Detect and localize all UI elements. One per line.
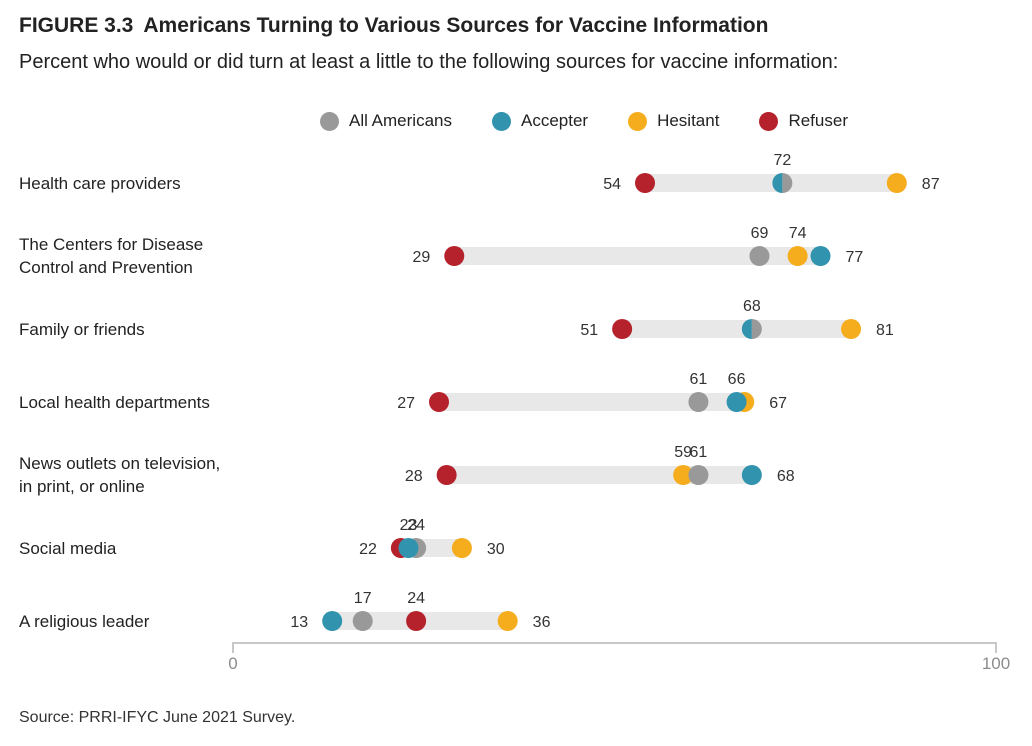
data-label: 74 [789, 225, 807, 242]
dot-refuser [406, 611, 427, 631]
data-label: 13 [290, 614, 308, 631]
dot-all-americans [352, 611, 373, 631]
data-label: 22 [359, 541, 377, 558]
category-label: A religious leader [19, 611, 150, 631]
figure-title: Americans Turning to Various Sources for… [143, 14, 769, 37]
legend-item-accepter: Accepter [491, 111, 589, 131]
data-label: 54 [603, 176, 621, 193]
data-label: 68 [743, 298, 761, 315]
dot-accepter [810, 246, 831, 266]
data-label: 29 [412, 249, 430, 266]
legend-item-refuser: Refuser [759, 111, 848, 131]
chart-title: FIGURE 3.3 Americans Turning to Various S… [19, 14, 768, 38]
legend: All Americans Accepter Hesitant Refuser [320, 109, 848, 133]
legend-marker [628, 111, 648, 131]
dot-refuser [612, 319, 633, 339]
data-label: 36 [533, 614, 551, 631]
data-label: 23 [400, 517, 418, 534]
data-label: 77 [846, 249, 864, 266]
data-label: 72 [773, 152, 791, 169]
dot-all-americans [749, 246, 770, 266]
data-label: 61 [690, 371, 708, 388]
dot-hesitant [673, 465, 694, 485]
dot-refuser [436, 465, 457, 485]
legend-label: All Americans [349, 111, 452, 130]
dot-hesitant [497, 611, 518, 631]
dot-refuser [444, 246, 465, 266]
dot-all-americans [782, 173, 793, 193]
data-label: 66 [728, 371, 746, 388]
dot-accepter [726, 392, 747, 412]
category-label: Social media [19, 538, 117, 558]
data-label: 59 [674, 444, 692, 461]
chart-subtitle: Percent who would or did turn at least a… [19, 51, 839, 73]
dot-hesitant [787, 246, 808, 266]
category-label: Local health departments [19, 392, 210, 412]
category-label: Family or friends [19, 319, 145, 339]
data-label: 30 [487, 541, 505, 558]
data-label: 61 [690, 444, 708, 461]
category-label: Health care providers [19, 173, 181, 193]
category-label: The Centers for Disease Control and Prev… [19, 235, 204, 277]
dot-all-americans [751, 319, 762, 339]
dot-refuser [429, 392, 450, 412]
legend-marker [320, 111, 339, 131]
legend-label: Accepter [520, 111, 589, 130]
dot-accepter [741, 319, 752, 339]
data-label: 28 [405, 468, 423, 485]
legend-item-hesitant: Hesitant [628, 111, 719, 131]
legend-marker [491, 111, 511, 131]
data-label: 67 [769, 395, 787, 412]
data-label: 81 [876, 322, 894, 339]
dot-hesitant [841, 319, 862, 339]
dot-hesitant [451, 538, 472, 558]
legend-label: Refuser [788, 111, 848, 130]
dot-refuser [635, 173, 656, 193]
dot-all-americans [688, 465, 709, 485]
dot-accepter [322, 611, 343, 631]
data-label: 51 [580, 322, 598, 339]
data-label: 69 [751, 225, 769, 242]
legend-label: Hesitant [657, 111, 720, 130]
data-label: 24 [407, 590, 425, 607]
category-label: News outlets on television, in print, or… [19, 454, 221, 496]
x-tick-label: 100 [982, 654, 1010, 673]
data-label: 17 [354, 590, 372, 607]
dot-accepter [398, 538, 419, 558]
data-label: 24 [407, 517, 425, 534]
dot-all-americans [688, 392, 709, 412]
source-note: Source: PRRI-IFYC June 2021 Survey. [19, 709, 296, 726]
data-label: 68 [777, 468, 795, 485]
legend-marker [759, 111, 779, 131]
legend-item-all-americans: All Americans [320, 111, 452, 131]
data-label: 87 [922, 176, 940, 193]
x-tick-label: 0 [228, 654, 237, 673]
dot-hesitant [886, 173, 907, 193]
dot-accepter [772, 173, 783, 193]
figure-number: FIGURE 3.3 [19, 14, 134, 37]
dot-accepter [741, 465, 762, 485]
data-label: 27 [397, 395, 415, 412]
